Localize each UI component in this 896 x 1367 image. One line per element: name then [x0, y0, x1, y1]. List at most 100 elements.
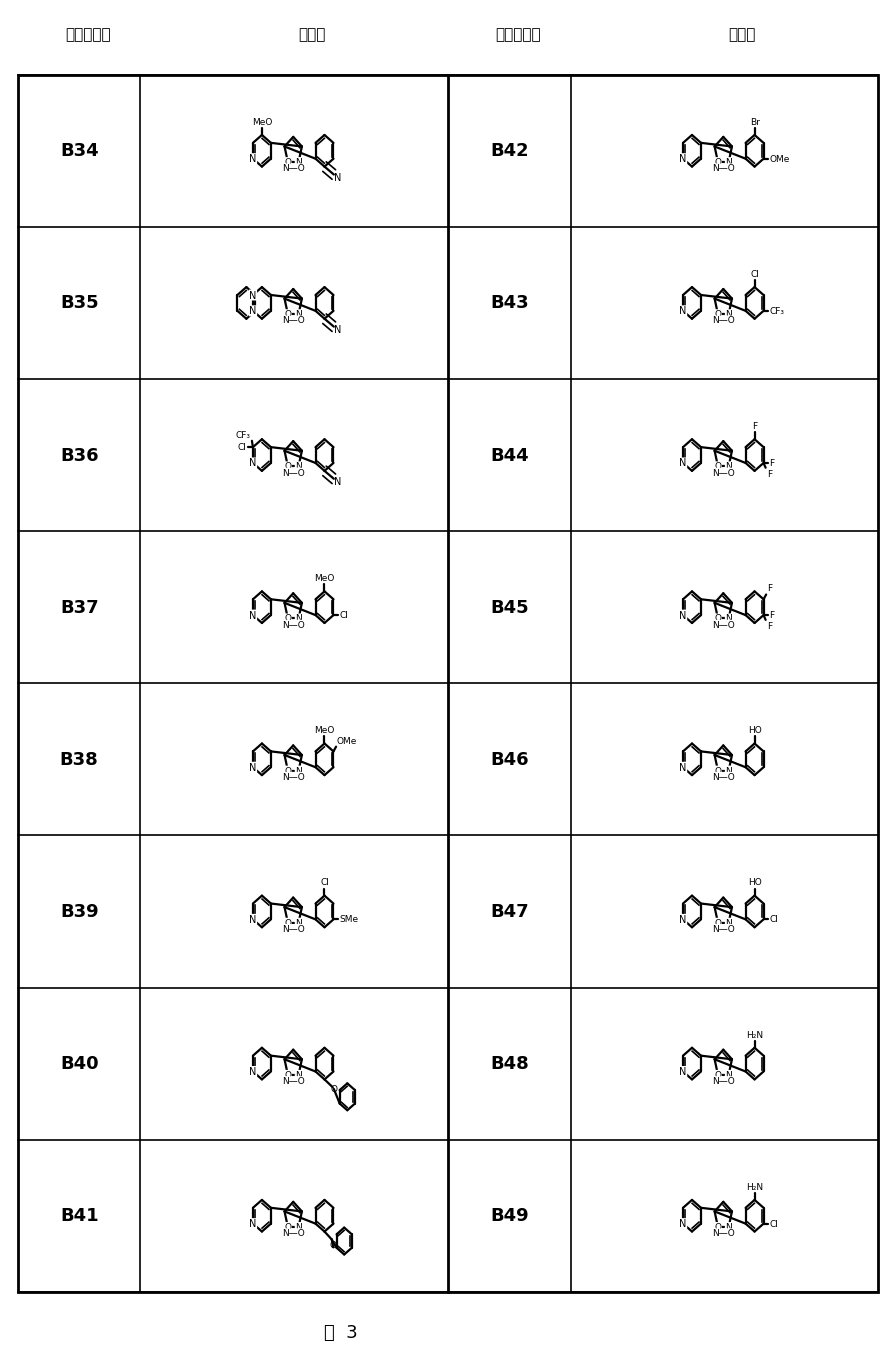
Text: Cl: Cl: [770, 915, 778, 924]
Text: O: O: [330, 1240, 336, 1249]
Text: MeO: MeO: [314, 726, 335, 735]
Text: B48: B48: [490, 1055, 529, 1073]
Text: N—O: N—O: [712, 1229, 735, 1237]
Text: N: N: [249, 915, 256, 924]
Text: O: O: [714, 310, 721, 319]
Text: 化合物编号: 化合物编号: [65, 27, 111, 41]
Text: N: N: [295, 462, 302, 472]
Text: B46: B46: [490, 750, 529, 768]
Text: N—O: N—O: [282, 924, 305, 934]
Text: B42: B42: [490, 142, 529, 160]
Text: N: N: [679, 1219, 686, 1229]
Text: 结构式: 结构式: [298, 27, 326, 41]
Text: Cl: Cl: [770, 1219, 778, 1228]
Text: N: N: [679, 915, 686, 924]
Text: O: O: [284, 919, 291, 927]
Text: N: N: [679, 611, 686, 621]
Text: N—O: N—O: [712, 924, 735, 934]
Text: N: N: [249, 611, 256, 621]
Text: B39: B39: [60, 902, 99, 920]
Text: N: N: [679, 306, 686, 316]
Text: N: N: [295, 919, 302, 927]
Text: B34: B34: [60, 142, 99, 160]
Text: O: O: [284, 1222, 291, 1232]
Text: Cl: Cl: [340, 611, 348, 619]
Text: N: N: [249, 1066, 256, 1077]
Text: N: N: [334, 174, 341, 183]
Text: N: N: [249, 290, 256, 301]
Text: N—O: N—O: [712, 1077, 735, 1085]
Text: N: N: [725, 1070, 732, 1080]
Text: B41: B41: [60, 1207, 99, 1225]
Text: N: N: [295, 1222, 302, 1232]
Text: N—O: N—O: [712, 621, 735, 629]
Text: 结构式: 结构式: [728, 27, 756, 41]
Text: N: N: [725, 1222, 732, 1232]
Text: N: N: [725, 919, 732, 927]
Text: O: O: [331, 1084, 337, 1094]
Text: MeO: MeO: [252, 118, 272, 127]
Text: N: N: [249, 763, 256, 772]
Text: B36: B36: [60, 447, 99, 465]
Text: N—O: N—O: [282, 1229, 305, 1237]
Text: Cl: Cl: [750, 269, 759, 279]
Text: O: O: [284, 614, 291, 623]
Text: N—O: N—O: [282, 1077, 305, 1085]
Text: B43: B43: [490, 294, 529, 312]
Text: F: F: [770, 459, 774, 468]
Text: 化合物编号: 化合物编号: [495, 27, 541, 41]
Text: N—O: N—O: [712, 164, 735, 174]
Text: N: N: [334, 325, 341, 335]
Text: B38: B38: [60, 750, 99, 768]
Text: F: F: [767, 622, 771, 630]
Text: O: O: [714, 614, 721, 623]
Text: O: O: [284, 767, 291, 775]
Text: N—O: N—O: [282, 316, 305, 325]
Bar: [18, 75, 878, 1292]
Text: N: N: [295, 767, 302, 775]
Text: N: N: [725, 462, 732, 472]
Text: N: N: [725, 614, 732, 623]
Text: N: N: [249, 458, 256, 469]
Text: MeO: MeO: [314, 574, 335, 582]
Text: N—O: N—O: [282, 772, 305, 782]
Text: B37: B37: [60, 599, 99, 617]
Text: N—O: N—O: [712, 316, 735, 325]
Text: SMe: SMe: [340, 915, 358, 924]
Text: O: O: [714, 462, 721, 472]
Text: N: N: [249, 306, 256, 316]
Text: N: N: [679, 458, 686, 469]
Text: F: F: [770, 611, 774, 619]
Text: B35: B35: [60, 294, 99, 312]
Text: N: N: [334, 477, 341, 487]
Text: O: O: [714, 919, 721, 927]
Text: Br: Br: [750, 118, 760, 127]
Text: O: O: [714, 1070, 721, 1080]
Text: HO: HO: [747, 726, 762, 735]
Text: N: N: [295, 310, 302, 319]
Text: O: O: [284, 310, 291, 319]
Text: N—O: N—O: [282, 621, 305, 629]
Text: B45: B45: [490, 599, 529, 617]
Text: O: O: [714, 159, 721, 167]
Text: N—O: N—O: [712, 469, 735, 477]
Text: N—O: N—O: [282, 469, 305, 477]
Text: O: O: [284, 159, 291, 167]
Text: CF₃: CF₃: [236, 431, 251, 440]
Text: B49: B49: [490, 1207, 529, 1225]
Text: O: O: [714, 1222, 721, 1232]
Text: N: N: [249, 154, 256, 164]
Text: H₂N: H₂N: [746, 1031, 763, 1039]
Text: HO: HO: [747, 878, 762, 887]
Text: F: F: [752, 422, 757, 431]
Text: 图  3: 图 3: [323, 1323, 358, 1342]
Text: N—O: N—O: [282, 164, 305, 174]
Text: N: N: [295, 1070, 302, 1080]
Text: N: N: [295, 159, 302, 167]
Text: F: F: [767, 584, 771, 593]
Text: N: N: [295, 614, 302, 623]
Text: N—O: N—O: [712, 772, 735, 782]
Text: B40: B40: [60, 1055, 99, 1073]
Text: N: N: [679, 1066, 686, 1077]
Text: N: N: [679, 763, 686, 772]
